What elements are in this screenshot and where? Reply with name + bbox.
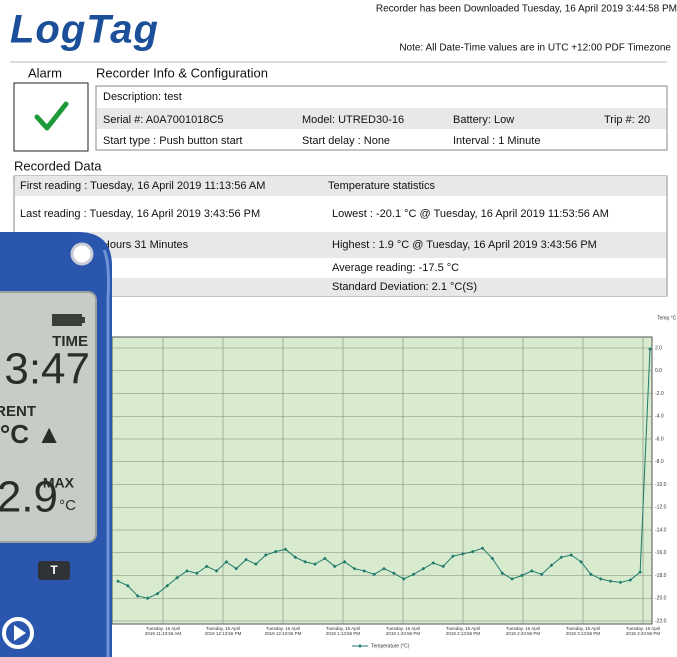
x-tick-label: 2019 1:43:56 PM xyxy=(386,631,421,636)
x-tick-label: 2019 12:13:56 PM xyxy=(205,631,242,636)
row-right: Temperature statistics xyxy=(328,180,435,192)
x-tick-label: 2019 12:43:56 PM xyxy=(265,631,302,636)
x-tick-label: 2019 3:13:56 PM xyxy=(566,631,601,636)
config-title: Recorder Info & Configuration xyxy=(96,65,268,80)
battery-tip xyxy=(82,317,85,323)
lcd-current: RENT xyxy=(0,403,36,420)
y-tick-label: -14.0 xyxy=(655,527,667,533)
lcd-unit: °C ▲ xyxy=(0,419,62,449)
legend-marker xyxy=(358,644,362,648)
timezone-note: Note: All Date-Time values are in UTC +1… xyxy=(399,43,671,54)
y-tick-label: -12.0 xyxy=(655,505,667,511)
y-tick-label: -16.0 xyxy=(655,550,667,556)
y-tick-label: -6.0 xyxy=(655,436,664,442)
x-tick-label: 2019 3:43:56 PM xyxy=(626,631,661,636)
lcd-max-value: 2.9 xyxy=(0,473,58,522)
battery-icon xyxy=(52,314,82,326)
legend-label: Temperature (°C) xyxy=(371,643,410,649)
plot-area xyxy=(112,337,652,624)
y-tick-label: -20.0 xyxy=(655,596,667,602)
y-tick-label: -22.0 xyxy=(655,618,667,624)
lcd-max-unit: °C xyxy=(59,497,76,514)
y-tick-label: 2.0 xyxy=(655,345,662,351)
x-tick-label: 2019 1:13:56 PM xyxy=(326,631,361,636)
device-hole xyxy=(72,244,92,264)
trip: Trip #: 20 xyxy=(604,114,650,126)
device-photo: TIME 3:47 RENT °C ▲ MAX 2.9 °C T xyxy=(0,232,112,657)
row-right: Average reading: -17.5 °C xyxy=(332,262,459,274)
download-note: Recorder has been Downloaded Tuesday, 16… xyxy=(376,4,677,15)
alarm-label: Alarm xyxy=(28,65,62,80)
y-axis-label: Temp °C xyxy=(657,315,677,321)
y-tick-label: -10.0 xyxy=(655,482,667,488)
y-tick-label: -8.0 xyxy=(655,459,664,465)
device-button-label: T xyxy=(50,563,58,577)
alarm-box xyxy=(14,83,88,151)
x-tick-label: 2019 2:43:56 PM xyxy=(506,631,541,636)
lcd-time: 3:47 xyxy=(4,345,90,394)
start-type: Start type : Push button start xyxy=(103,135,242,147)
page: {"header": {"logo": "LogTag", "download_… xyxy=(0,0,677,657)
row-left: Last reading : Tuesday, 16 April 2019 3:… xyxy=(20,208,260,220)
recorded-title: Recorded Data xyxy=(14,158,102,173)
y-tick-label: -2.0 xyxy=(655,391,664,397)
row-right: Standard Deviation: 2.1 °C(S) xyxy=(332,281,477,293)
interval: Interval : 1 Minute xyxy=(453,135,540,147)
row-left: First reading : Tuesday, 16 April 2019 1… xyxy=(20,180,265,192)
logo: LogTag xyxy=(10,8,159,52)
report: LogTag Recorder has been Downloaded Tues… xyxy=(0,0,677,657)
serial: Serial #: A0A7001018C5 xyxy=(103,114,223,126)
start-delay: Start delay : None xyxy=(302,135,390,147)
row-right: Highest : 1.9 °C @ Tuesday, 16 April 201… xyxy=(332,239,597,251)
model: Model: UTRED30-16 xyxy=(302,114,404,126)
description: Description: test xyxy=(103,91,182,103)
y-tick-label: -4.0 xyxy=(655,414,664,420)
y-tick-label: -18.0 xyxy=(655,573,667,579)
x-tick-label: 2019 2:13:56 PM xyxy=(446,631,481,636)
row-right: Lowest : -20.1 °C @ Tuesday, 16 April 20… xyxy=(332,208,609,220)
x-tick-label: 2019 11:43:56 AM xyxy=(145,631,181,636)
y-tick-label: 0.0 xyxy=(655,368,662,374)
battery: Battery: Low xyxy=(453,114,514,126)
